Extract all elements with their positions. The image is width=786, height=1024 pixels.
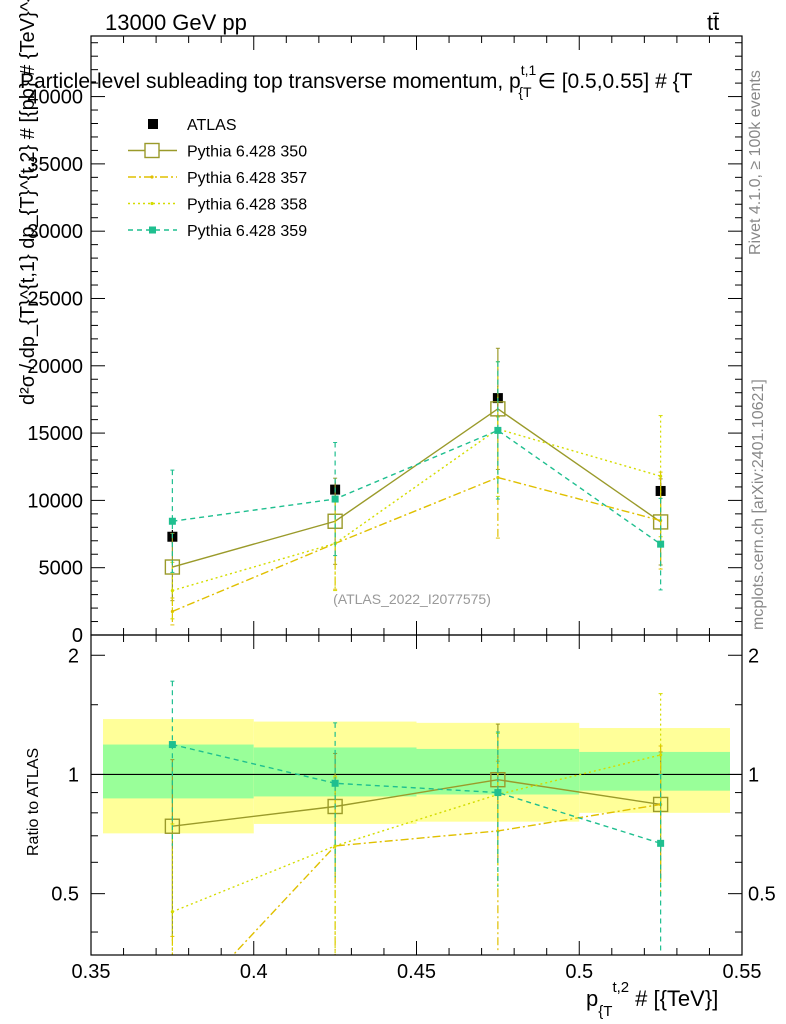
ratio-marker-pythia-6-428-358 xyxy=(659,753,663,757)
marker-pythia-6-428-359 xyxy=(657,540,665,548)
main-y-tick-label: 5000 xyxy=(39,558,84,580)
legend-label-pythia-6-428-350: Pythia 6.428 350 xyxy=(187,144,307,161)
legend-entry-pythia-6-428-359: Pythia 6.428 359 xyxy=(128,223,307,240)
ratio-y-tick-label-right: 2 xyxy=(748,645,759,667)
ratio-y-tick-label-right: 0.5 xyxy=(748,884,776,906)
ratio-line-pythia-6-428-350 xyxy=(172,778,661,827)
ratio-line-pythia-6-428-359 xyxy=(172,743,661,844)
marker-pythia-6-428-359 xyxy=(168,517,176,525)
ratio-marker-pythia-6-428-359 xyxy=(657,839,665,847)
main-y-tick-label: 25000 xyxy=(27,288,83,310)
ratio-marker-pythia-6-428-359 xyxy=(331,779,339,787)
main-y-axis-label: d²σ / dp_{T}^{t,1} dp_{T}^{t,2} # [{pb} … xyxy=(17,0,39,405)
main-title: Particle-level subleading top transverse… xyxy=(20,62,693,100)
legend-entry-atlas: ATLAS xyxy=(148,117,237,134)
x-tick-label: 0.55 xyxy=(723,961,762,983)
ratio-y-tick-label: 0.5 xyxy=(51,884,79,906)
marker-pythia-6-428-359 xyxy=(494,426,502,434)
main-y-tick-label: 15000 xyxy=(27,423,83,445)
legend-entry-pythia-6-428-357: Pythia 6.428 357 xyxy=(128,170,307,187)
legend-label-pythia-6-428-358: Pythia 6.428 358 xyxy=(187,197,307,214)
ratio-marker-pythia-6-428-359 xyxy=(494,789,502,797)
legend-entry-pythia-6-428-358: Pythia 6.428 358 xyxy=(128,197,307,214)
series-line-pythia-6-428-358 xyxy=(172,428,661,592)
series-line-pythia-6-428-357 xyxy=(172,476,661,613)
ratio-marker-pythia-6-428-358 xyxy=(333,844,337,848)
x-tick-label: 0.35 xyxy=(72,961,111,983)
legend-marker-atlas xyxy=(148,119,158,129)
series-line-pythia-6-428-350 xyxy=(172,408,662,568)
legend: ATLAS Pythia 6.428 350 Pythia 6.428 357 Pyt… xyxy=(128,117,307,240)
analysis-watermark: (ATLAS_2022_I2077575) xyxy=(333,591,491,607)
legend-marker-pythia-6-428-359 xyxy=(149,226,156,234)
legend-marker-pythia-6-428-358 xyxy=(150,201,154,206)
marker-pythia-6-428-358 xyxy=(170,588,174,593)
main-y-tick-label: 0 xyxy=(72,625,83,647)
main-series-group xyxy=(164,347,669,626)
main-y-tick-label: 35000 xyxy=(27,154,83,176)
legend-marker-pythia-6-428-357 xyxy=(150,175,154,179)
uncertainty-band-inner xyxy=(103,744,254,799)
ratio-marker-pythia-6-428-357 xyxy=(171,1018,174,1021)
main-y-tick-label: 40000 xyxy=(27,87,83,109)
ratio-marker-pythia-6-428-358 xyxy=(170,910,174,914)
rivet-version-label: Rivet 4.1.0, ≥ 100k events xyxy=(747,70,764,255)
x-axis-label: p{Tt,2 # [{TeV}] xyxy=(586,979,718,1020)
ratio-plot: 0.5 0.5 1 1 2 2 0.35 0.4 0.45 0.5 0.55 xyxy=(51,635,776,1021)
ratio-y-tick-label-right: 1 xyxy=(748,764,759,786)
marker-pythia-6-428-359 xyxy=(331,495,339,503)
x-tick-label: 0.45 xyxy=(397,961,436,983)
ratio-y-axis-label: Ratio to ATLAS xyxy=(25,748,42,856)
main-y-tick-label: 30000 xyxy=(27,221,83,243)
marker-pythia-6-428-358 xyxy=(659,474,663,478)
mcplots-source-label: mcplots.cern.ch [arXiv:2401.10621] xyxy=(750,379,767,630)
legend-label-pythia-6-428-359: Pythia 6.428 359 xyxy=(187,223,307,240)
legend-label-atlas: ATLAS xyxy=(187,117,237,134)
ratio-series-group xyxy=(91,680,742,1021)
x-tick-label: 0.5 xyxy=(565,961,593,983)
legend-label-pythia-6-428-357: Pythia 6.428 357 xyxy=(187,170,307,187)
uncertainty-band-inner xyxy=(579,751,730,791)
marker-pythia-6-428-357 xyxy=(170,609,174,614)
main-y-tick-label: 20000 xyxy=(27,356,83,378)
ratio-line-pythia-6-428-358 xyxy=(172,754,661,913)
process-label: tt̄ xyxy=(707,10,719,35)
x-tick-label: 0.4 xyxy=(240,961,268,983)
energy-label: 13000 GeV pp xyxy=(105,10,247,35)
main-plot: 0 5000 10000 15000 20000 25000 30000 35000 40000 xyxy=(27,36,743,647)
ratio-marker-pythia-6-428-359 xyxy=(168,741,176,749)
ratio-marker-pythia-6-428-357 xyxy=(496,829,500,833)
series-line-pythia-6-428-359 xyxy=(172,429,662,545)
main-y-tick-label: 10000 xyxy=(27,490,83,512)
ratio-y-tick-label: 2 xyxy=(68,645,79,667)
ratio-frame xyxy=(90,634,743,956)
ratio-y-tick-label: 1 xyxy=(68,764,79,786)
legend-entry-pythia-6-428-350: Pythia 6.428 350 xyxy=(128,142,307,161)
legend-marker-pythia-6-428-350 xyxy=(144,142,160,159)
